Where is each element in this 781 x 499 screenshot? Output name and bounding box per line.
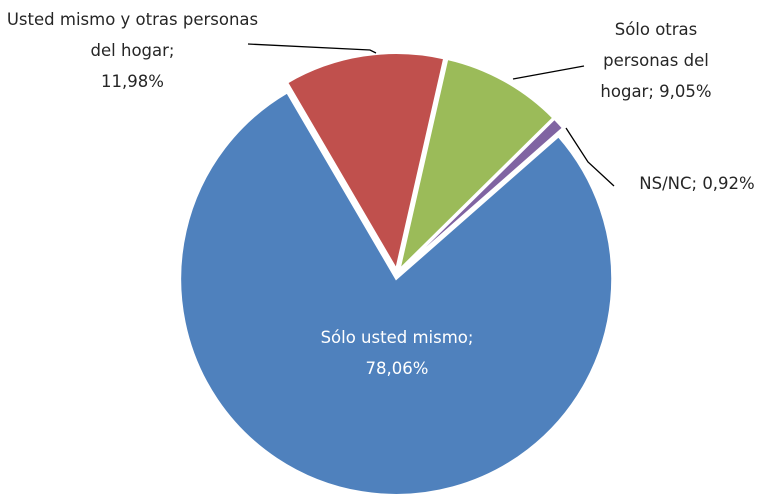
slice-label: NS/NC; 0,92% <box>612 168 781 199</box>
pie-slice <box>399 117 565 272</box>
leader-line <box>565 127 615 187</box>
leader-line <box>512 65 585 80</box>
category-label: Usted mismo y otras personas del hogar <box>6 10 259 60</box>
leader-line <box>247 43 377 54</box>
category-label: NS/NC <box>639 174 692 193</box>
label-separator: ; <box>691 174 698 193</box>
pie-slice <box>285 52 446 272</box>
category-label: Sólo usted mismo <box>320 328 468 347</box>
pie-slice <box>397 57 555 273</box>
slice-label: Sólo usted mismo; 78,06% <box>262 322 532 384</box>
label-separator: ; <box>168 41 175 60</box>
label-separator: ; <box>648 82 654 101</box>
value-label: 0,92% <box>702 174 755 193</box>
value-label: 78,06% <box>365 359 429 378</box>
slice-label: Usted mismo y otras personas del hogar; 1… <box>5 4 260 97</box>
category-label: Sólo otras personas del hogar <box>600 20 709 101</box>
pie-slice <box>179 91 614 496</box>
value-label: 9,05% <box>659 82 712 101</box>
label-separator: ; <box>467 328 474 347</box>
slice-label: Sólo otras personas del hogar; 9,05% <box>576 14 736 107</box>
value-label: 11,98% <box>101 72 164 91</box>
